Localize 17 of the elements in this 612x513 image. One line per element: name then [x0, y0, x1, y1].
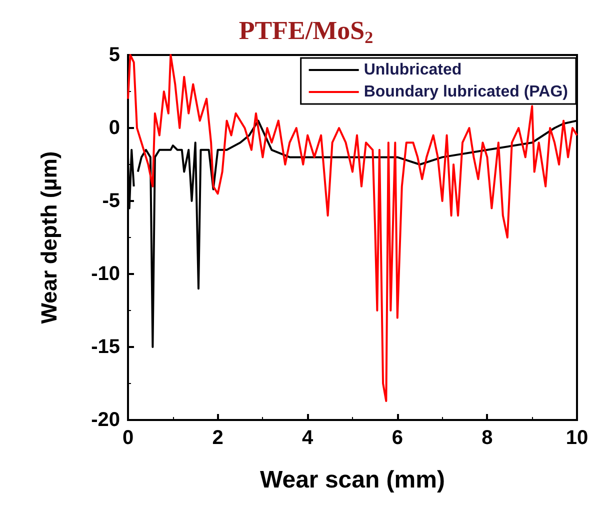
x-tick-label: 4 [302, 427, 314, 449]
x-tick-label: 6 [392, 427, 403, 449]
y-tick-label: 5 [108, 44, 120, 66]
x-tick-label: 2 [212, 427, 224, 449]
y-tick-label: -10 [91, 263, 120, 285]
x-tick-label: 0 [122, 427, 134, 449]
y-tick-label: -15 [91, 336, 120, 358]
y-tick-label: -20 [91, 409, 120, 431]
legend-label: Boundary lubricated (PAG) [364, 84, 568, 100]
legend-label: Unlubricated [364, 62, 462, 78]
x-tick-label: 10 [566, 427, 588, 449]
x-axis-title: Wear scan (mm) [260, 466, 445, 494]
y-axis-title: Wear depth (µm) [36, 151, 62, 324]
y-tick-label: -5 [102, 190, 120, 212]
x-tick-label: 8 [482, 427, 493, 449]
y-tick-label: 0 [108, 117, 120, 139]
line-series [127, 54, 578, 402]
